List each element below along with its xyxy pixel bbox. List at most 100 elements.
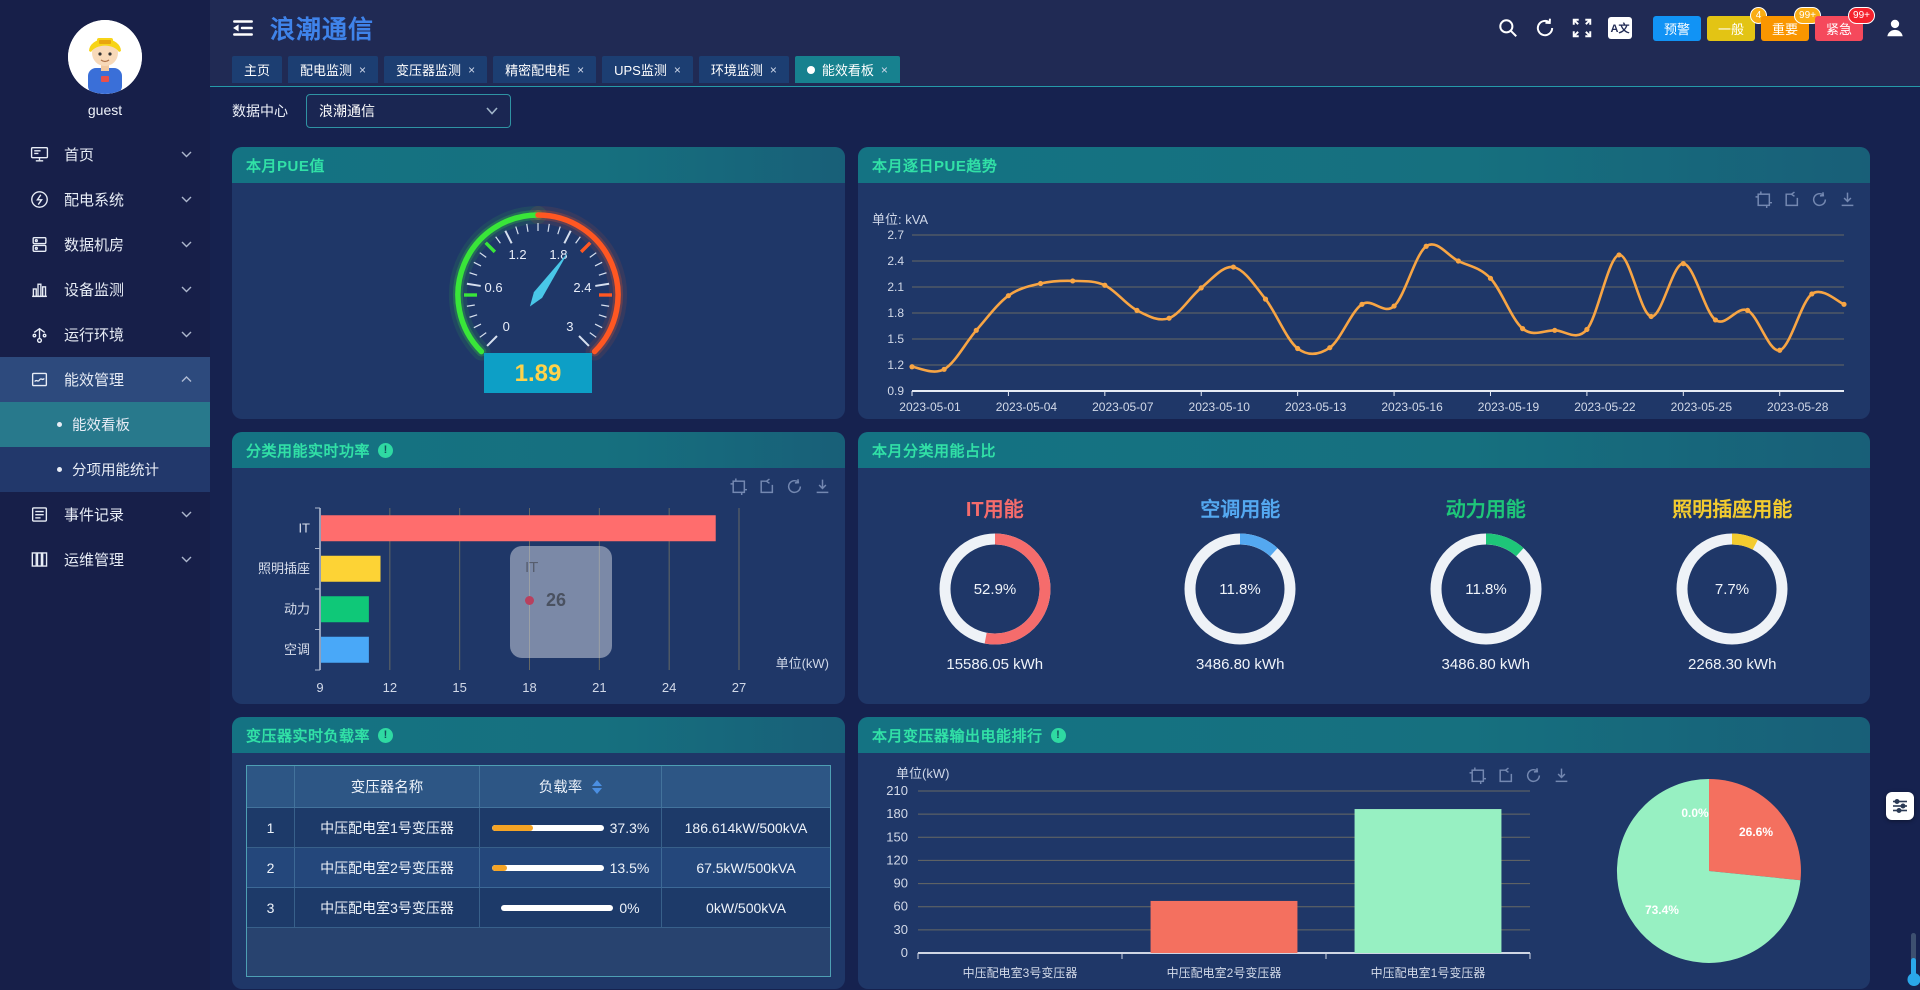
tab-label: 配电监测 [300, 63, 353, 78]
data-point [1712, 317, 1719, 323]
sidebar-item-运维管理[interactable]: 运维管理 [0, 537, 210, 582]
info-icon[interactable]: ! [378, 442, 394, 458]
alarm-button-一般[interactable]: 一般 4 [1707, 6, 1767, 41]
bar-照明插座[interactable] [321, 555, 381, 582]
translate-icon[interactable]: A文 [1608, 17, 1632, 39]
tab-能效看板[interactable]: 能效看板 × [794, 56, 900, 83]
sidebar-subitem-label: 分项用能统计 [72, 463, 159, 479]
search-icon[interactable] [1497, 17, 1519, 39]
refresh-icon[interactable] [1534, 17, 1556, 39]
unit-label: 单位: kVA [872, 212, 929, 227]
bar-空调[interactable] [321, 636, 369, 663]
sort-icon[interactable] [592, 779, 603, 794]
sidebar-item-运行环境[interactable]: 运行环境 [0, 312, 210, 357]
toolbox-restore-icon[interactable] [1497, 767, 1514, 784]
bar-中压配电室1号变压器[interactable] [1354, 809, 1502, 953]
sidebar-item-设备监测[interactable]: 设备监测 [0, 267, 210, 312]
filter-fab-button[interactable] [1886, 792, 1914, 820]
toolbox-refresh-icon[interactable] [786, 478, 803, 495]
donut-arc[interactable] [1430, 533, 1542, 645]
chevron-up-icon [181, 376, 192, 383]
toolbox-restore-icon[interactable] [758, 478, 775, 495]
pie-slice-73.4%[interactable] [1616, 779, 1801, 963]
tab-close-icon[interactable]: × [673, 62, 681, 77]
tab-UPS监测[interactable]: UPS监测 × [602, 56, 693, 83]
transformer-name: 中压配电室2号变压器 [320, 859, 454, 876]
alarm-badge: 99+ [1794, 6, 1821, 24]
category-label: IT [298, 520, 310, 535]
tab-主页[interactable]: 主页 [232, 56, 283, 83]
data-point [1037, 280, 1044, 287]
scrollbar-knob[interactable] [1907, 973, 1920, 986]
pie-slice-26.6%[interactable] [1709, 779, 1801, 881]
gauge-tick [526, 223, 529, 232]
info-icon[interactable]: ! [1050, 727, 1066, 743]
trend-line [911, 243, 1845, 373]
table-row[interactable]: 3 中压配电室3号变压器 0% 0kW/500kVA [247, 888, 830, 928]
user-icon[interactable] [1884, 17, 1906, 39]
cell-name: 中压配电室3号变压器 [295, 888, 480, 928]
tab-close-icon[interactable]: × [577, 62, 585, 77]
tab-close-icon[interactable]: × [880, 62, 888, 77]
page-scrollbar[interactable] [1907, 933, 1920, 986]
cell-capacity: 0kW/500kVA [662, 888, 830, 928]
info-icon[interactable]: ! [378, 727, 394, 743]
gauge-tick [594, 261, 603, 267]
tab-close-icon[interactable]: × [359, 62, 367, 77]
gauge-needle [529, 252, 568, 307]
alarm-button-预警[interactable]: 预警 [1653, 15, 1701, 41]
chevron-down-icon [181, 241, 192, 248]
data-point [973, 327, 979, 333]
toolbox-datazoom-icon[interactable] [1469, 767, 1486, 784]
tab-变压器监测[interactable]: 变压器监测 × [384, 56, 488, 83]
data-point [1520, 326, 1526, 332]
home-icon [30, 145, 49, 164]
table-row[interactable]: 2 中压配电室2号变压器 13.5% 67.5kW/500kVA [247, 848, 830, 888]
sidebar-item-事件记录[interactable]: 事件记录 [0, 492, 210, 537]
tab-精密配电柜[interactable]: 精密配电柜 × [493, 56, 597, 83]
tab-配电监测[interactable]: 配电监测 × [288, 56, 379, 83]
donut-arc[interactable] [1676, 533, 1788, 645]
pue-trend-chart: 0.9 1.2 1.5 1.8 2.1 2.4 2.7 2023-05-01 2023-05-0… [887, 228, 1847, 414]
toolbox-datazoom-icon[interactable] [730, 478, 747, 495]
datacenter-select[interactable]: 浪潮通信 [306, 94, 511, 128]
env-icon [30, 325, 49, 344]
table-row[interactable]: 1 中压配电室1号变压器 37.3% 186.614kW/500kVA [247, 808, 830, 848]
tab-close-icon[interactable]: × [769, 62, 777, 77]
card-transformer-output-header: 本月变压器输出电能排行 ! [858, 717, 1870, 753]
alarm-button-label: 一般 [1717, 21, 1744, 37]
sidebar-item-配电系统[interactable]: 配电系统 [0, 177, 210, 222]
toolbox-refresh-icon[interactable] [1811, 191, 1828, 208]
bar-IT[interactable] [321, 515, 716, 542]
avatar[interactable] [68, 20, 142, 94]
sidebar-item-label: 首页 [64, 147, 95, 164]
bar-中压配电室2号变压器[interactable] [1150, 900, 1298, 953]
toolbox-restore-icon[interactable] [1783, 191, 1800, 208]
toolbox-datazoom-icon[interactable] [1755, 191, 1772, 208]
bar-动力[interactable] [321, 596, 369, 623]
tab-close-icon[interactable]: × [468, 62, 476, 77]
toolbox-download-icon[interactable] [1553, 767, 1570, 784]
donut-chart: 7.7% [1676, 533, 1788, 645]
sidebar-item-能效管理[interactable]: 能效管理 [0, 357, 210, 402]
alarm-button-紧急[interactable]: 紧急 99+ [1815, 6, 1875, 41]
sidebar-item-label: 运行环境 [64, 327, 125, 344]
toolbox-download-icon[interactable] [1839, 191, 1856, 208]
power-icon [30, 190, 49, 209]
tab-环境监测[interactable]: 环境监测 × [698, 56, 789, 83]
donut-arc[interactable] [939, 533, 1051, 645]
sidebar-collapse-icon[interactable] [232, 18, 254, 38]
sidebar-item-能效看板[interactable]: 能效看板 [0, 402, 210, 447]
fullscreen-icon[interactable] [1571, 17, 1593, 39]
chart-toolbox [1755, 191, 1856, 208]
donut-arc[interactable] [1184, 533, 1296, 645]
x-axis-label: 9 [316, 680, 323, 695]
card-title: 本月逐日PUE趋势 [872, 157, 998, 175]
sidebar-item-分项用能统计[interactable]: 分项用能统计 [0, 447, 210, 492]
card-transformer-load: 变压器实时负载率 ! 变压器名称 负载率 1 中压配电室1号变压器 37.3% 186.6… [232, 717, 845, 989]
toolbox-refresh-icon[interactable] [1525, 767, 1542, 784]
alarm-button-重要[interactable]: 重要 99+ [1761, 6, 1821, 41]
sidebar-item-数据机房[interactable]: 数据机房 [0, 222, 210, 267]
toolbox-download-icon[interactable] [814, 478, 831, 495]
sidebar-item-首页[interactable]: 首页 [0, 132, 210, 177]
